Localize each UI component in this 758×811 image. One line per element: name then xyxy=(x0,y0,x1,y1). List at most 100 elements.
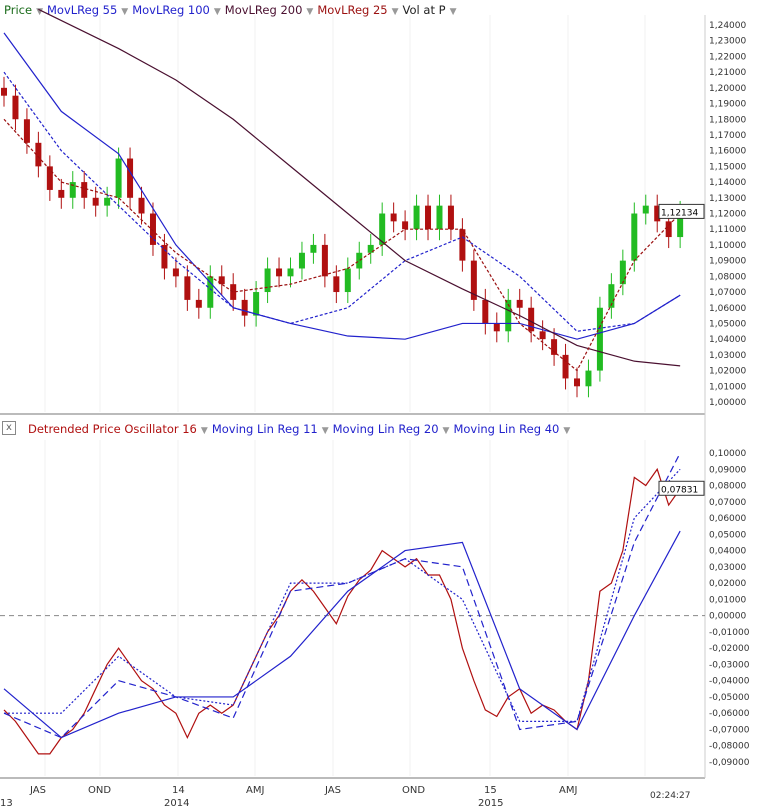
candle-body xyxy=(333,276,340,293)
candle-body xyxy=(367,244,374,253)
candle-body xyxy=(574,378,580,387)
dropdown-arrow-icon[interactable]: ▼ xyxy=(442,426,450,436)
y-tick-label: -0,03000 xyxy=(709,660,750,670)
y-tick-label: -0,08000 xyxy=(709,742,750,752)
y-tick-label: 1,10000 xyxy=(709,241,746,251)
y-tick-label: 0,10000 xyxy=(709,449,746,459)
candle-body xyxy=(631,213,638,261)
x-label: AMJ xyxy=(559,785,578,796)
y-tick-label: 0,07000 xyxy=(709,498,746,508)
candle-body xyxy=(551,339,558,355)
candle-body xyxy=(276,268,283,277)
year-label: 2014 xyxy=(164,798,190,809)
candle-body xyxy=(104,197,111,206)
x-label: OND xyxy=(88,785,112,796)
candle-body xyxy=(470,260,477,300)
y-tick-label: -0,05000 xyxy=(709,693,750,703)
y-tick-label: 1,05000 xyxy=(709,319,746,329)
y-tick-label: 1,17000 xyxy=(709,131,746,141)
year-label: 13 xyxy=(0,798,13,809)
candle-body xyxy=(619,260,626,285)
x-label: JAS xyxy=(30,785,46,796)
year-label: 2015 xyxy=(478,798,504,809)
candle-body xyxy=(298,252,305,269)
y-tick-label: 0,09000 xyxy=(709,465,746,475)
candle-body xyxy=(436,205,443,230)
legend-item[interactable]: Moving Lin Reg 40 xyxy=(453,422,560,436)
dropdown-arrow-icon[interactable]: ▼ xyxy=(36,7,43,17)
x-label: AMJ xyxy=(246,785,265,796)
legend-item[interactable]: MovLReg 100 xyxy=(132,3,210,17)
candle-body xyxy=(344,268,351,293)
dropdown-arrow-icon[interactable]: ▼ xyxy=(563,426,571,436)
candle-body xyxy=(207,276,214,308)
dropdown-arrow-icon[interactable]: ▼ xyxy=(391,7,399,17)
legend-item[interactable]: Moving Lin Reg 20 xyxy=(332,422,439,436)
oscillator-legend: Detrended Price Oscillator 16 ▼ Moving Lin… xyxy=(28,422,574,436)
last-price-label: 1,12134 xyxy=(661,208,698,218)
candle-body xyxy=(528,307,535,332)
candle-body xyxy=(402,221,409,230)
candle-body xyxy=(505,299,512,332)
oscillator-line xyxy=(4,468,681,722)
y-tick-label: -0,09000 xyxy=(709,758,750,768)
dropdown-arrow-icon[interactable]: ▼ xyxy=(306,7,314,17)
y-tick-label: 1,19000 xyxy=(709,100,746,110)
candle-body xyxy=(264,268,271,293)
ma-line xyxy=(3,32,681,340)
candle-body xyxy=(149,213,156,245)
close-pane-button[interactable]: x xyxy=(2,421,16,435)
time-label: 02:24:27 xyxy=(650,791,691,801)
y-tick-label: 1,23000 xyxy=(709,37,746,47)
candle-body xyxy=(69,182,76,198)
legend-item[interactable]: Detrended Price Oscillator 16 xyxy=(28,422,197,436)
y-tick-label: 0,08000 xyxy=(709,482,746,492)
candle-body xyxy=(447,205,454,230)
y-tick-label: 1,06000 xyxy=(709,304,746,314)
last-osc-label: 0,07831 xyxy=(661,485,698,495)
candle-body xyxy=(390,213,397,222)
x-label: 14 xyxy=(172,785,185,796)
legend-item[interactable]: Vol at P xyxy=(402,3,446,17)
candle-body xyxy=(482,299,489,324)
legend-item[interactable]: MovLReg 55 xyxy=(46,3,118,17)
y-tick-label: 0,01000 xyxy=(709,595,746,605)
candle-body xyxy=(356,252,363,269)
ma-line xyxy=(3,71,681,332)
price-legend: Price ▼ MovLReg 55 ▼ MovLReg 100 ▼ MovLReg 200… xyxy=(4,3,460,17)
y-tick-label: 1,01000 xyxy=(709,382,746,392)
legend-item[interactable]: MovLReg 200 xyxy=(224,3,303,17)
y-tick-label: -0,06000 xyxy=(709,709,750,719)
y-tick-label: -0,01000 xyxy=(709,628,750,638)
dropdown-arrow-icon[interactable]: ▼ xyxy=(321,426,329,436)
y-tick-label: 1,00000 xyxy=(709,398,746,408)
y-tick-label: 1,07000 xyxy=(709,288,746,298)
y-tick-label: 0,04000 xyxy=(709,547,746,557)
y-tick-label: 1,04000 xyxy=(709,335,746,345)
y-tick-label: 0,02000 xyxy=(709,579,746,589)
y-tick-label: -0,07000 xyxy=(709,725,750,735)
candle-body xyxy=(654,205,661,222)
candle-body xyxy=(608,284,615,308)
candle-body xyxy=(230,284,237,300)
dropdown-arrow-icon[interactable]: ▼ xyxy=(200,426,208,436)
legend-item[interactable]: MovLReg 25 xyxy=(317,3,388,17)
candle-body xyxy=(241,299,248,316)
dropdown-arrow-icon[interactable]: ▼ xyxy=(213,7,221,17)
candle-body xyxy=(23,119,30,143)
candle-body xyxy=(35,142,42,167)
candle-body xyxy=(92,197,99,206)
y-tick-label: 1,24000 xyxy=(709,21,746,31)
legend-item[interactable]: Price xyxy=(4,3,33,17)
candle-body xyxy=(127,158,134,198)
dropdown-arrow-icon[interactable]: ▼ xyxy=(449,7,457,17)
legend-item[interactable]: Moving Lin Reg 11 xyxy=(211,422,318,436)
y-tick-label: 0,03000 xyxy=(709,563,746,573)
candle-body xyxy=(287,268,294,277)
y-tick-label: 1,08000 xyxy=(709,272,746,282)
candle-body xyxy=(46,166,53,190)
dropdown-arrow-icon[interactable]: ▼ xyxy=(121,7,129,17)
candle-body xyxy=(425,205,432,230)
y-tick-label: 1,20000 xyxy=(709,84,746,94)
candle-body xyxy=(81,182,88,198)
